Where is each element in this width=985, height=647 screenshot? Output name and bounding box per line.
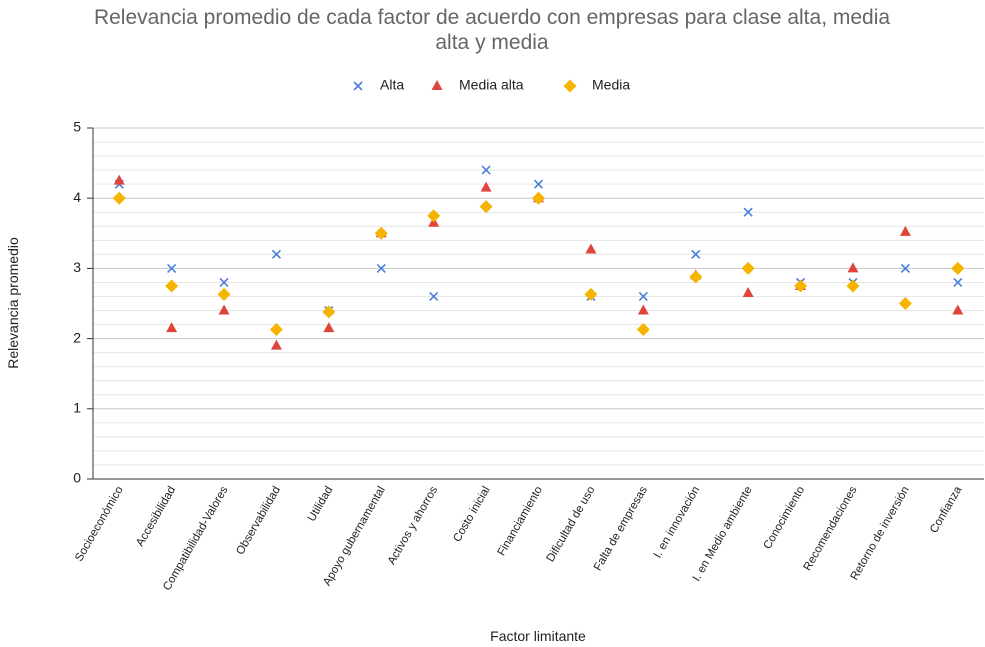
point	[689, 270, 703, 284]
point	[374, 226, 388, 240]
y-tick-label: 4	[73, 189, 81, 205]
point	[322, 305, 336, 319]
point	[691, 249, 701, 259]
point	[113, 174, 125, 185]
point	[165, 279, 179, 293]
point	[323, 322, 335, 333]
y-tick-label: 0	[73, 470, 81, 486]
point	[794, 279, 808, 293]
chart-title: Relevancia promedio de cada factor de ac…	[94, 6, 890, 29]
point	[217, 287, 231, 301]
point	[112, 191, 126, 205]
x-tick-label: Activos y ahorros	[386, 484, 441, 567]
point	[741, 261, 755, 275]
y-tick-label: 1	[73, 400, 81, 416]
point	[479, 200, 493, 214]
x-tick-label: Confianza	[928, 484, 965, 535]
x-tick-label: Retorno de inversión	[849, 485, 912, 583]
x-tick-label: Falta de empresas	[592, 484, 650, 573]
point	[584, 287, 598, 301]
x-tick-label: Socioeconómico	[73, 485, 126, 564]
y-axis-title: Relevancia promedio	[5, 237, 21, 369]
legend-label: Alta	[380, 77, 404, 93]
point	[743, 207, 753, 217]
point	[636, 322, 650, 336]
x-axis-title: Factor limitante	[490, 628, 586, 644]
legend-marker	[353, 81, 363, 91]
legend-label: Media alta	[459, 77, 524, 93]
point	[951, 261, 965, 275]
point	[376, 263, 386, 273]
point	[532, 191, 545, 205]
x-tick-label: Utilidad	[306, 485, 336, 524]
x-tick-label: Costo inicial	[451, 485, 492, 545]
legend-label: Media	[592, 77, 630, 93]
point	[900, 263, 910, 273]
point	[742, 286, 754, 297]
point	[846, 279, 860, 293]
point	[271, 249, 282, 259]
point	[637, 304, 649, 315]
point	[270, 339, 282, 350]
chart-title: alta y media	[435, 31, 549, 54]
x-tick-label: Observabilidad	[234, 485, 283, 557]
point	[533, 179, 544, 189]
y-tick-label: 3	[73, 259, 81, 275]
x-tick-label: I. en innovación	[652, 485, 703, 561]
point	[166, 322, 178, 333]
point	[585, 243, 597, 254]
x-tick-label: Apoyo gubernamental	[321, 485, 388, 588]
legend-marker	[563, 79, 577, 93]
point	[480, 181, 492, 192]
y-tick-label: 2	[73, 329, 81, 345]
x-tick-label: Dificultad de uso	[545, 485, 598, 565]
point	[898, 297, 912, 310]
point	[167, 263, 177, 273]
point	[481, 165, 491, 175]
point	[638, 291, 648, 302]
point	[429, 291, 439, 302]
legend-marker	[431, 80, 443, 90]
point	[427, 209, 441, 223]
x-tick-label: Recomendaciones	[802, 484, 860, 573]
x-tick-label: Financiamiento	[496, 485, 545, 559]
point	[847, 262, 859, 273]
x-tick-label: Conocimiento	[762, 485, 808, 552]
point	[899, 225, 911, 236]
point	[952, 304, 964, 315]
point	[269, 322, 283, 336]
point	[218, 304, 230, 315]
x-tick-label: Accesibilidad	[134, 485, 178, 549]
point	[219, 277, 229, 288]
x-tick-label: I. en Medio ambiente	[691, 485, 755, 584]
y-tick-label: 5	[73, 119, 81, 135]
point	[953, 277, 963, 288]
